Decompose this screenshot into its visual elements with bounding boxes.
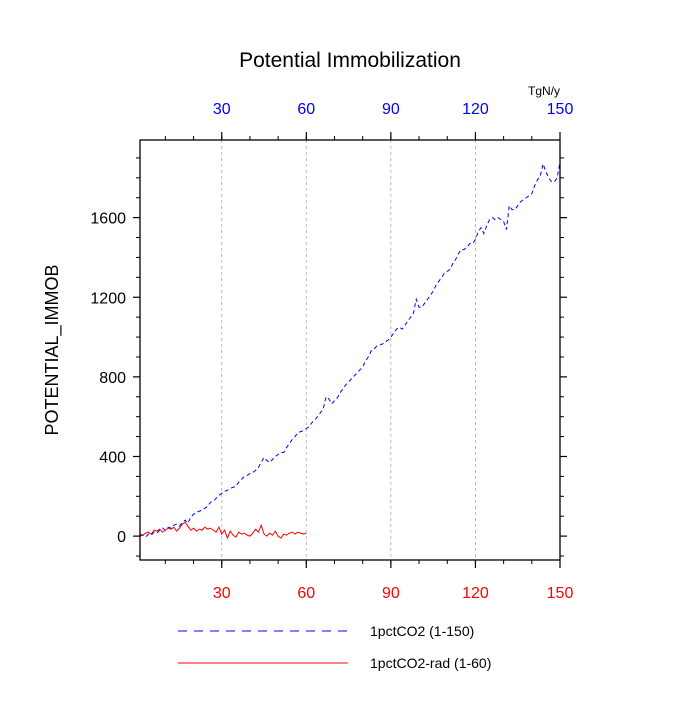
series-layer [139,161,561,540]
ticks-layer: 0 400 800 1200 1600 30 60 90 120 150 30 60 90 120 150 [90,101,573,602]
legend-label-2: 1pctCO2-rad (1-60) [370,655,491,671]
y-tick-label: 400 [99,449,126,466]
series-line-1 [139,161,561,538]
legend: 1pctCO2 (1-150) 1pctCO2-rad (1-60) [178,623,491,671]
y-axis-label: POTENTIAL_IMMOB [42,264,63,435]
y-tick-label: 800 [99,370,126,387]
legend-label-1: 1pctCO2 (1-150) [370,623,474,639]
x-tick-label-bottom: 150 [547,585,574,602]
x-tick-label-top: 30 [213,101,231,118]
x-tick-label-top: 150 [547,101,574,118]
x-tick-label-bottom: 120 [462,585,489,602]
x-tick-label-top: 120 [462,101,489,118]
y-tick-label: 1600 [90,211,126,228]
x-tick-label-top: 60 [297,101,315,118]
y-tick-label: 1200 [90,290,126,307]
x-tick-label-top: 90 [382,101,400,118]
grid-layer [221,140,476,560]
chart-title: Potential Immobilization [239,49,461,72]
series-line-2 [139,521,307,540]
x-tick-label-bottom: 90 [382,585,400,602]
y-tick-label: 0 [117,529,126,546]
units-label: TgN/y [528,84,560,98]
x-tick-label-bottom: 30 [213,585,231,602]
plot-frame [139,139,561,561]
x-tick-label-bottom: 60 [297,585,315,602]
